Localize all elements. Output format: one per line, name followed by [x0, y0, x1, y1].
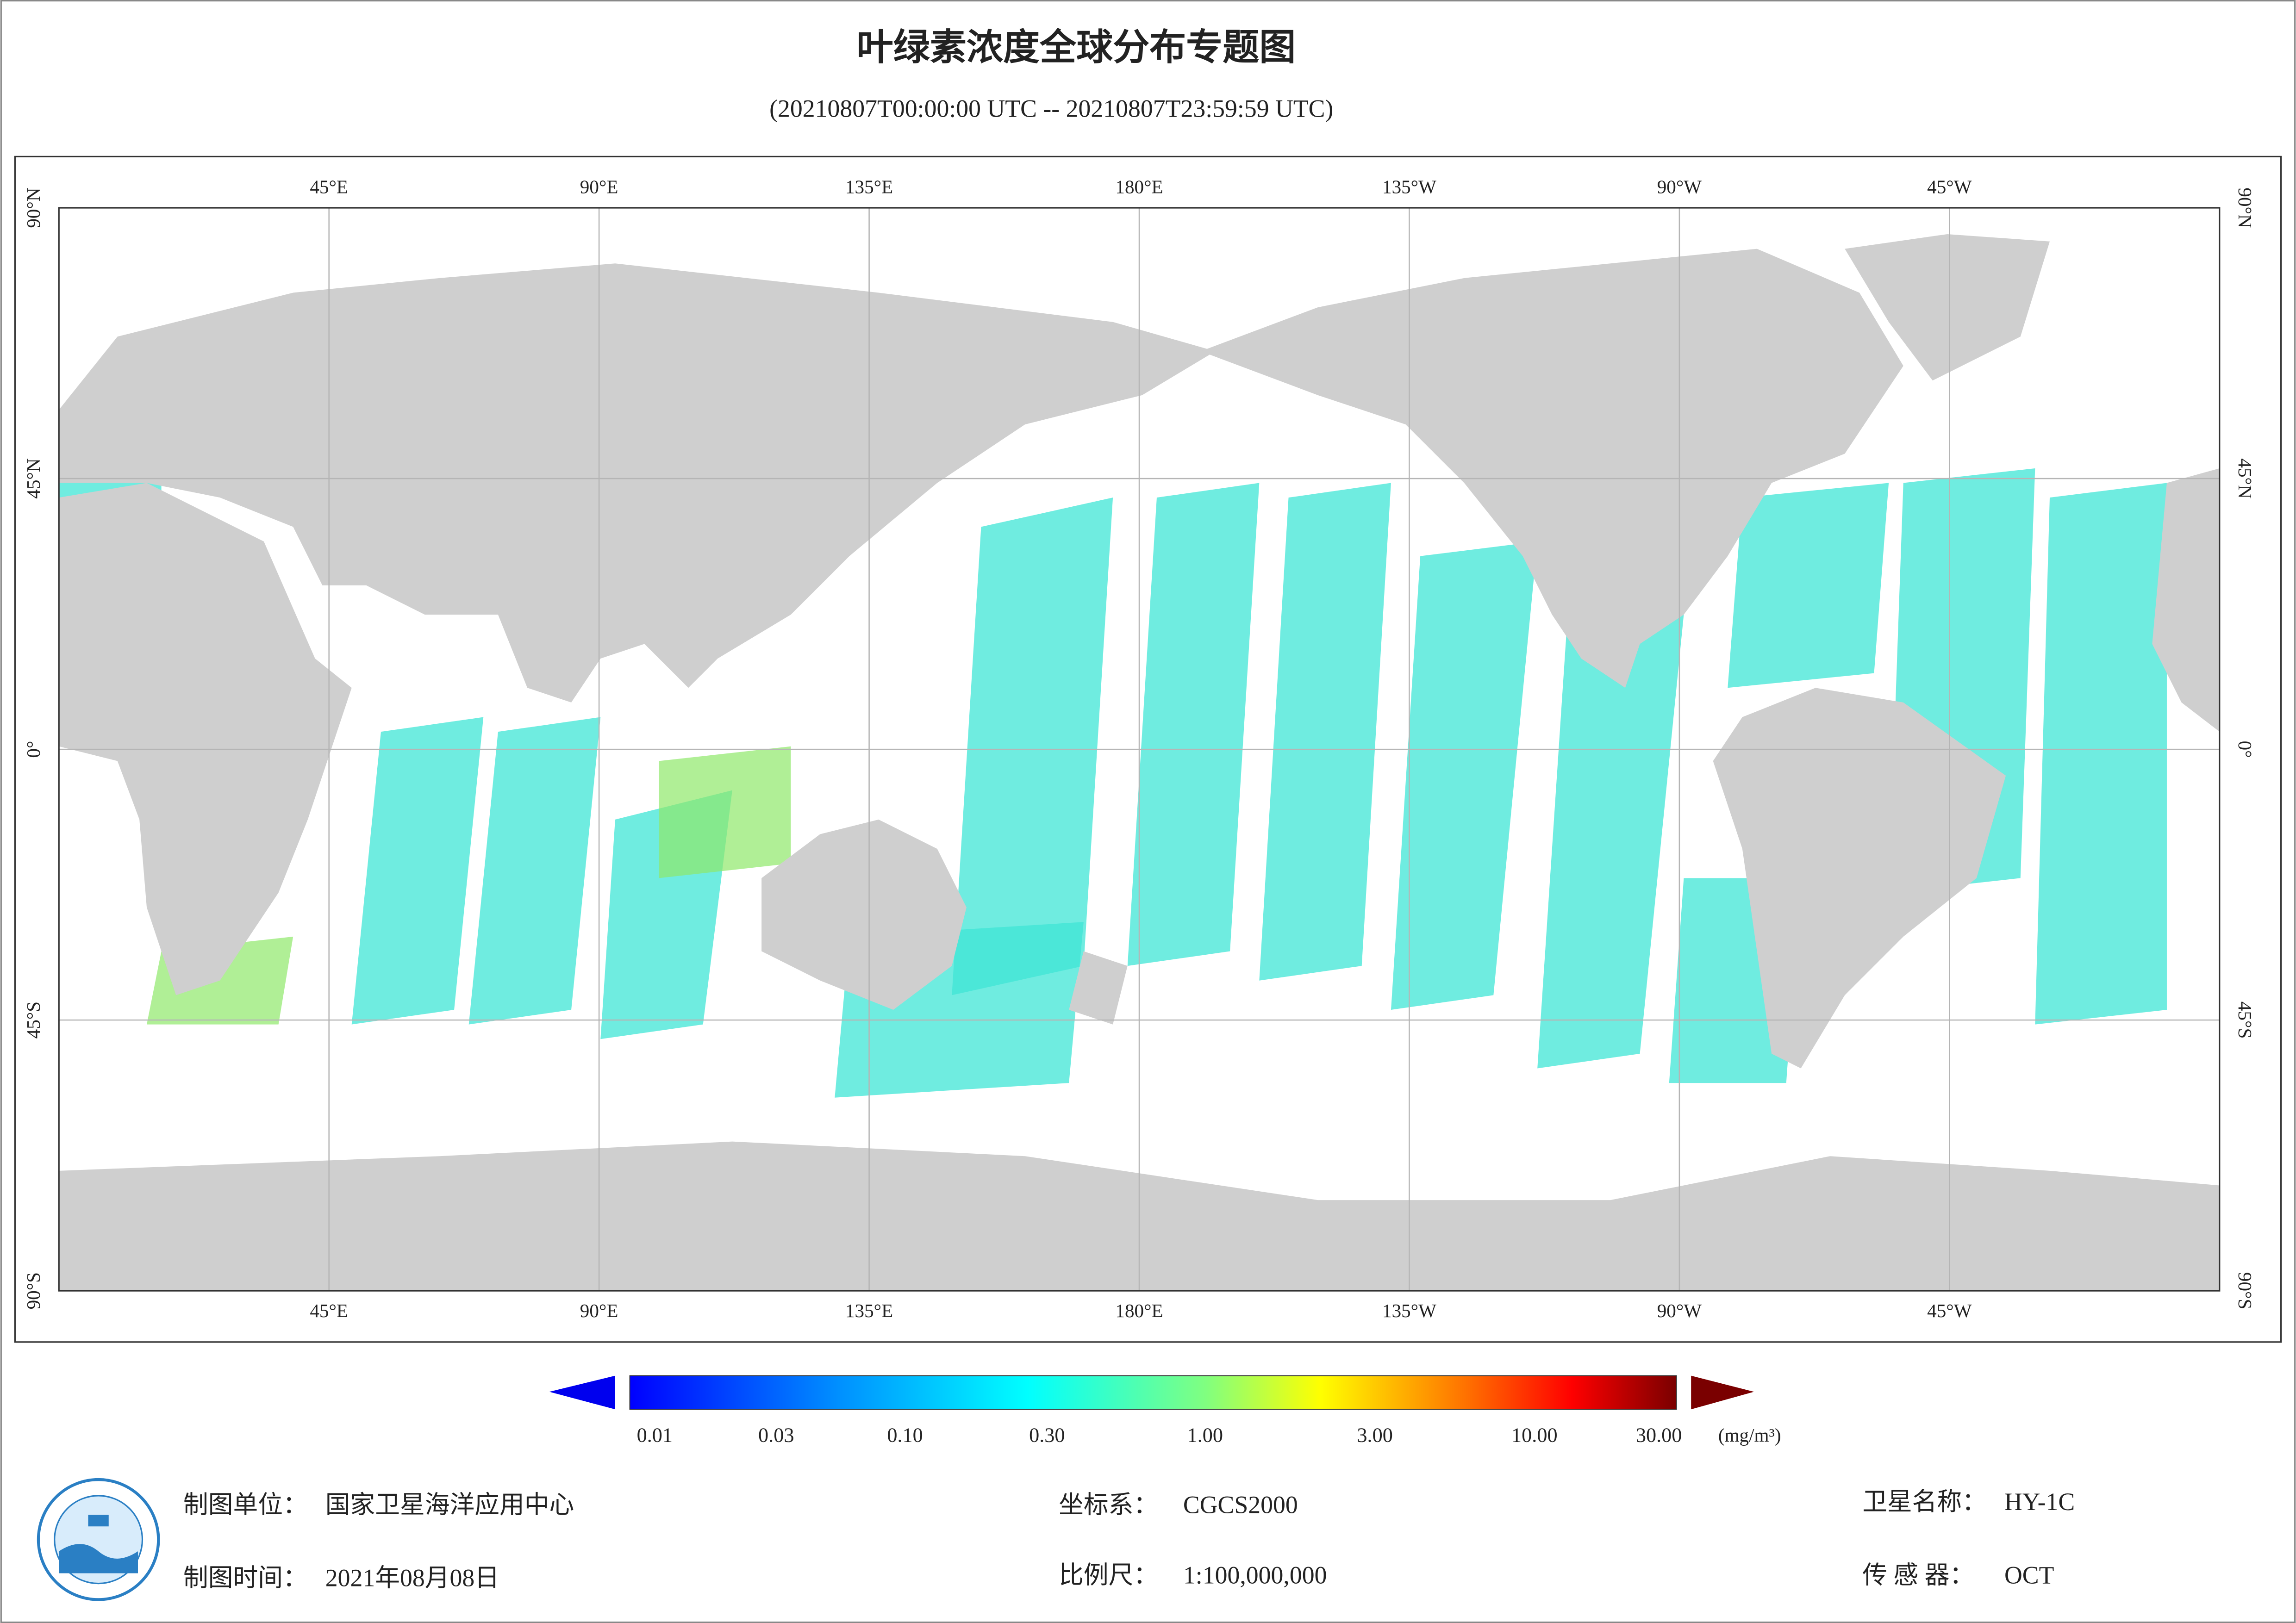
colorbar-label: 10.00	[1511, 1424, 1558, 1447]
lat-label-left: 45°N	[23, 458, 44, 498]
footer-value: CGCS2000	[1183, 1491, 1298, 1519]
footer-label: 比例尺：	[1059, 1561, 1158, 1589]
footer-value: OCT	[2004, 1561, 2054, 1589]
colorbar-label: 0.30	[1029, 1424, 1065, 1447]
colorbar	[629, 1375, 1677, 1410]
colorbar-label: 0.10	[887, 1424, 923, 1447]
lat-label-right: 45°S	[2234, 1001, 2256, 1038]
colorbar-unit: (mg/m³)	[1718, 1424, 1781, 1446]
colorbar-label: 0.01	[637, 1424, 673, 1447]
lon-label-bottom: 135°W	[1382, 1300, 1436, 1321]
footer-value: HY-1C	[2004, 1488, 2075, 1516]
lon-label-top: 135°E	[845, 176, 893, 197]
lat-label-right: 0°	[2234, 741, 2256, 758]
lon-label-top: 45°W	[1927, 176, 1972, 197]
lon-label-bottom: 180°E	[1115, 1300, 1163, 1321]
colorbar-label: 0.03	[758, 1424, 794, 1447]
map-body	[59, 208, 2220, 1291]
colorbar-low-arrow	[549, 1375, 615, 1410]
footer-value: 2021年08月08日	[325, 1564, 499, 1592]
graticule	[59, 208, 2220, 1291]
lon-label-top: 90°E	[580, 176, 618, 197]
footer-label: 坐标系：	[1059, 1491, 1158, 1519]
lat-label-left: 90°S	[23, 1272, 44, 1309]
colorbar-label: 3.00	[1357, 1424, 1392, 1447]
lon-label-bottom: 45°E	[310, 1300, 348, 1321]
lon-label-top: 180°E	[1115, 176, 1163, 197]
lon-label-bottom: 45°W	[1927, 1300, 1972, 1321]
footer-label: 卫星名称：	[1862, 1488, 1987, 1516]
lon-label-top: 90°W	[1657, 176, 1702, 197]
lon-label-bottom: 90°W	[1657, 1300, 1702, 1321]
map-border	[58, 207, 2221, 1292]
title: 叶绿素浓度全球分布专题图	[857, 27, 1296, 68]
colorbar-label: 1.00	[1187, 1424, 1223, 1447]
colorbar-label: 30.00	[1636, 1424, 1682, 1447]
subtitle: (20210807T00:00:00 UTC -- 20210807T23:59…	[769, 95, 1333, 123]
lon-label-bottom: 90°E	[580, 1300, 618, 1321]
logo	[37, 1478, 160, 1601]
lat-label-left: 45°S	[23, 1001, 44, 1038]
lon-label-top: 45°E	[310, 176, 348, 197]
lon-label-top: 135°W	[1382, 176, 1436, 197]
lat-label-right: 90°S	[2234, 1272, 2256, 1309]
lat-label-right: 90°N	[2234, 187, 2256, 228]
lon-label-bottom: 135°E	[845, 1300, 893, 1321]
lat-label-left: 0°	[23, 741, 44, 758]
lat-label-left: 90°N	[23, 187, 44, 228]
colorbar-high-arrow	[1691, 1375, 1754, 1410]
footer-value: 国家卫星海洋应用中心	[325, 1491, 574, 1519]
footer-value: 1:100,000,000	[1183, 1561, 1327, 1589]
chlorophyll-swaths	[59, 468, 2167, 1098]
map-frame	[14, 155, 2282, 1343]
footer-label: 制图时间：	[183, 1564, 308, 1592]
footer-label: 制图单位：	[183, 1491, 308, 1519]
footer-label: 传 感 器：	[1862, 1561, 1974, 1589]
lat-label-right: 45°N	[2234, 458, 2256, 498]
